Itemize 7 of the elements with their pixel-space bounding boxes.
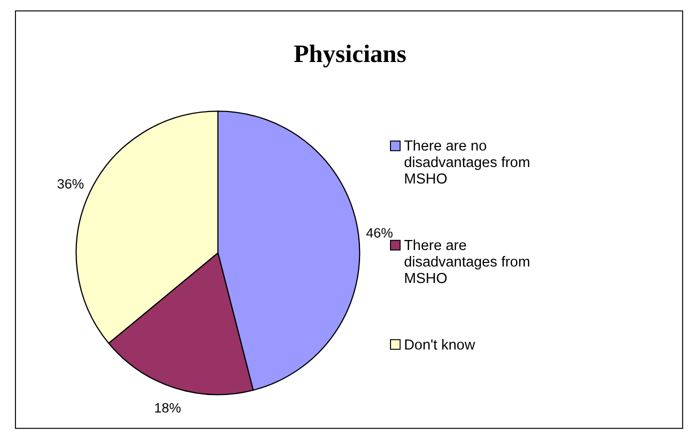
- legend-label: There are disadvantages from MSHO: [404, 238, 530, 287]
- legend-label: Don't know: [404, 337, 476, 354]
- data-label: 36%: [56, 176, 84, 192]
- data-label: 46%: [366, 225, 394, 240]
- data-label: 18%: [154, 400, 182, 416]
- legend-label: There are no disadvantages from MSHO: [404, 138, 530, 188]
- chart-title: Physicians: [294, 40, 407, 68]
